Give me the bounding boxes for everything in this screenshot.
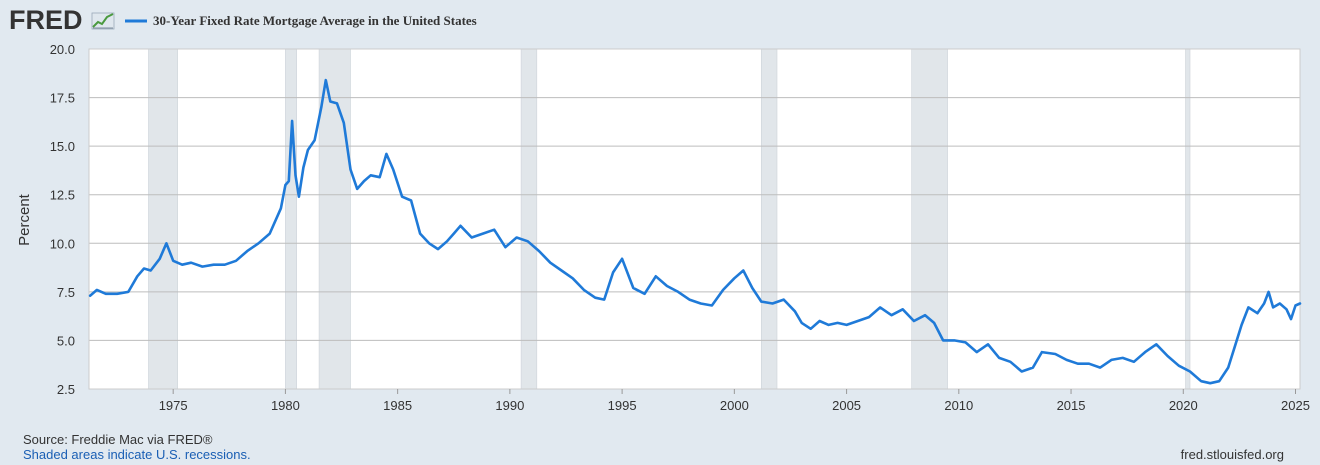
legend: 30-Year Fixed Rate Mortgage Average in t… — [125, 13, 477, 28]
recession-band-3 — [318, 48, 351, 390]
recession-band-6 — [911, 48, 948, 390]
line-chart-icon — [91, 12, 115, 30]
recession-band-2 — [285, 48, 297, 390]
y-tick-label: 17.5 — [50, 91, 75, 106]
x-tick-label: 1990 — [495, 398, 524, 413]
x-tick-label: 1975 — [159, 398, 188, 413]
y-axis-label: Percent — [16, 193, 33, 246]
y-axis-ticks: 2.5 5.0 7.5 10.0 12.5 15.0 17.5 20.0 — [50, 42, 75, 397]
y-tick-label: 20.0 — [50, 42, 75, 57]
recession-band-4 — [520, 48, 538, 390]
recession-band-7 — [1185, 48, 1191, 390]
fred-logo-text[interactable]: FRED — [9, 5, 83, 35]
source-text: Source: Freddie Mac via FRED® — [23, 432, 213, 447]
x-tick-label: 2015 — [1057, 398, 1086, 413]
x-tick-label: 2005 — [832, 398, 861, 413]
recession-note-link[interactable]: Shaded areas indicate U.S. recessions. — [23, 447, 251, 462]
x-tick-label: 1995 — [608, 398, 637, 413]
x-axis-ticks: 1975 1980 1985 1990 1995 2000 2005 2010 2015 2020… — [159, 389, 1310, 413]
recession-band-5 — [760, 48, 778, 390]
x-tick-label: 2010 — [944, 398, 973, 413]
x-tick-label: 2025 — [1281, 398, 1310, 413]
recession-band-1 — [148, 48, 178, 390]
plot-frame — [88, 48, 1301, 390]
x-tick-label: 2020 — [1169, 398, 1198, 413]
series-line-mortgage30us — [88, 78, 1302, 385]
y-tick-label: 15.0 — [50, 139, 75, 154]
y-tick-label: 5.0 — [57, 333, 75, 348]
y-tick-label: 10.0 — [50, 236, 75, 251]
y-tick-label: 12.5 — [50, 188, 75, 203]
fred-site-link[interactable]: fred.stlouisfed.org — [1181, 447, 1284, 462]
series-title: 30-Year Fixed Rate Mortgage Average in t… — [153, 13, 477, 28]
x-tick-label: 1985 — [383, 398, 412, 413]
x-tick-label: 2000 — [720, 398, 749, 413]
plot-background — [89, 49, 1300, 389]
y-tick-label: 2.5 — [57, 382, 75, 397]
y-tick-label: 7.5 — [57, 285, 75, 300]
recession-shading — [148, 48, 1191, 390]
x-tick-label: 1980 — [271, 398, 300, 413]
fred-logo[interactable]: FRED — [9, 5, 115, 35]
